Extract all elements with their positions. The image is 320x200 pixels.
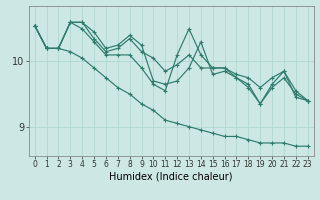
X-axis label: Humidex (Indice chaleur): Humidex (Indice chaleur): [109, 172, 233, 182]
